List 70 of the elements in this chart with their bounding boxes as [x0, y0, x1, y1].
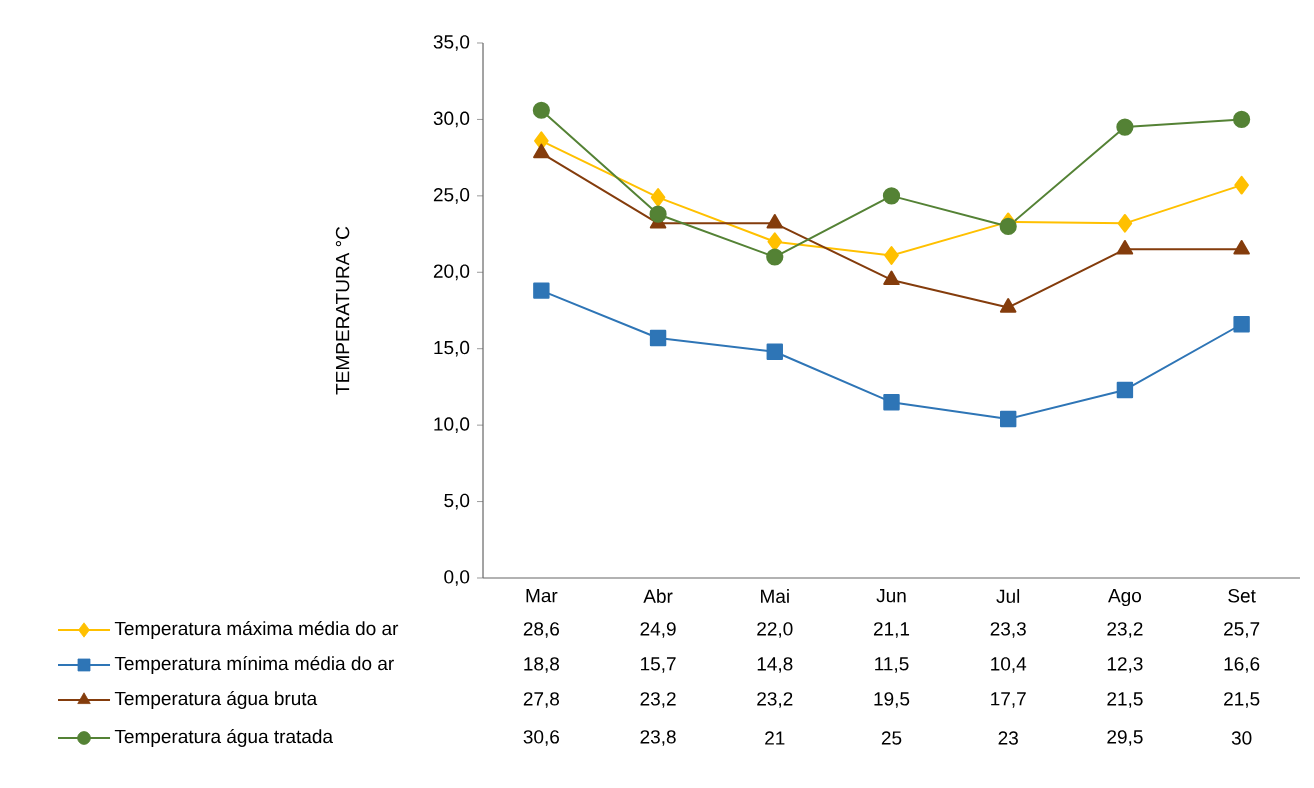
- point: [883, 270, 900, 286]
- y-tick-label: 5,0: [444, 493, 470, 510]
- y-tick-label: 15,0: [434, 340, 470, 357]
- data-label: 21,5: [1224, 692, 1260, 708]
- data-label: 24,9: [640, 622, 676, 638]
- point: [649, 329, 667, 347]
- x-tick-label: Mai: [761, 589, 789, 604]
- data-label: 29,5: [1107, 730, 1143, 746]
- data-label: 15,7: [641, 657, 676, 673]
- point: [883, 394, 900, 411]
- data-label: 30,6: [523, 730, 560, 746]
- data-label: 14,8: [757, 657, 793, 673]
- x-tick-label: Ago: [1108, 589, 1142, 607]
- data-label: 25,7: [1224, 622, 1260, 638]
- point: [999, 298, 1017, 313]
- y-tick-label: 25,0: [433, 188, 470, 204]
- legend-label: Temperatura água bruta: [114, 691, 318, 709]
- data-label: 21: [765, 731, 785, 745]
- point: [1233, 110, 1251, 129]
- legend-label: Temperatura mínima média do ar: [114, 656, 394, 674]
- y-tick-label: 20,0: [433, 264, 470, 281]
- y-tick-label: 30,0: [433, 111, 470, 128]
- y-axis-title: TEMPERATURA °C: [335, 226, 350, 395]
- data-label: 21,5: [1107, 692, 1143, 708]
- point: [650, 187, 666, 207]
- x-tick-label: Mar: [526, 589, 558, 603]
- point: [533, 282, 550, 299]
- data-label: 22,0: [757, 622, 793, 638]
- data-label: 17,7: [991, 692, 1026, 708]
- point: [649, 205, 667, 223]
- y-tick-label: 35,0: [433, 35, 470, 51]
- x-tick-label: Jun: [876, 589, 906, 603]
- point: [884, 246, 899, 265]
- point: [1234, 175, 1249, 195]
- legend-label: Temperatura água tratada: [114, 729, 334, 747]
- data-label: 23: [998, 731, 1018, 745]
- x-tick-label: Abr: [643, 589, 673, 604]
- x-tick-label: Set: [1228, 589, 1256, 603]
- point: [766, 343, 783, 360]
- data-label: 11,5: [875, 657, 909, 673]
- point: [1117, 213, 1133, 233]
- data-label: 23,2: [640, 692, 676, 708]
- data-label: 16,6: [1224, 657, 1260, 673]
- data-label: 23,8: [640, 730, 676, 746]
- point: [999, 217, 1017, 236]
- point: [766, 248, 784, 266]
- point: [533, 143, 550, 159]
- data-label: 21,1: [873, 622, 910, 638]
- point: [532, 101, 550, 119]
- point: [1000, 410, 1017, 428]
- point: [1233, 316, 1250, 333]
- data-label: 25: [881, 731, 902, 745]
- data-label: 23,3: [990, 622, 1026, 638]
- y-tick-label: 0,0: [444, 570, 470, 586]
- data-label: 12,3: [1107, 657, 1143, 673]
- point: [767, 232, 783, 252]
- data-label: 18,8: [524, 657, 560, 673]
- data-label: 28,6: [523, 622, 560, 638]
- data-label: 23,2: [1107, 622, 1143, 638]
- y-tick-label: 10,0: [434, 417, 470, 433]
- data-label: 30: [1231, 731, 1252, 745]
- point: [1116, 118, 1134, 136]
- data-label: 19,5: [874, 692, 910, 708]
- data-label: 23,2: [757, 692, 793, 708]
- data-label: 10,4: [991, 657, 1027, 673]
- legend-label: Temperatura máxima média do ar: [114, 621, 399, 639]
- data-label: 27,8: [523, 692, 560, 708]
- x-tick-label: Jul: [996, 589, 1020, 604]
- point: [882, 187, 901, 205]
- point: [1116, 381, 1134, 399]
